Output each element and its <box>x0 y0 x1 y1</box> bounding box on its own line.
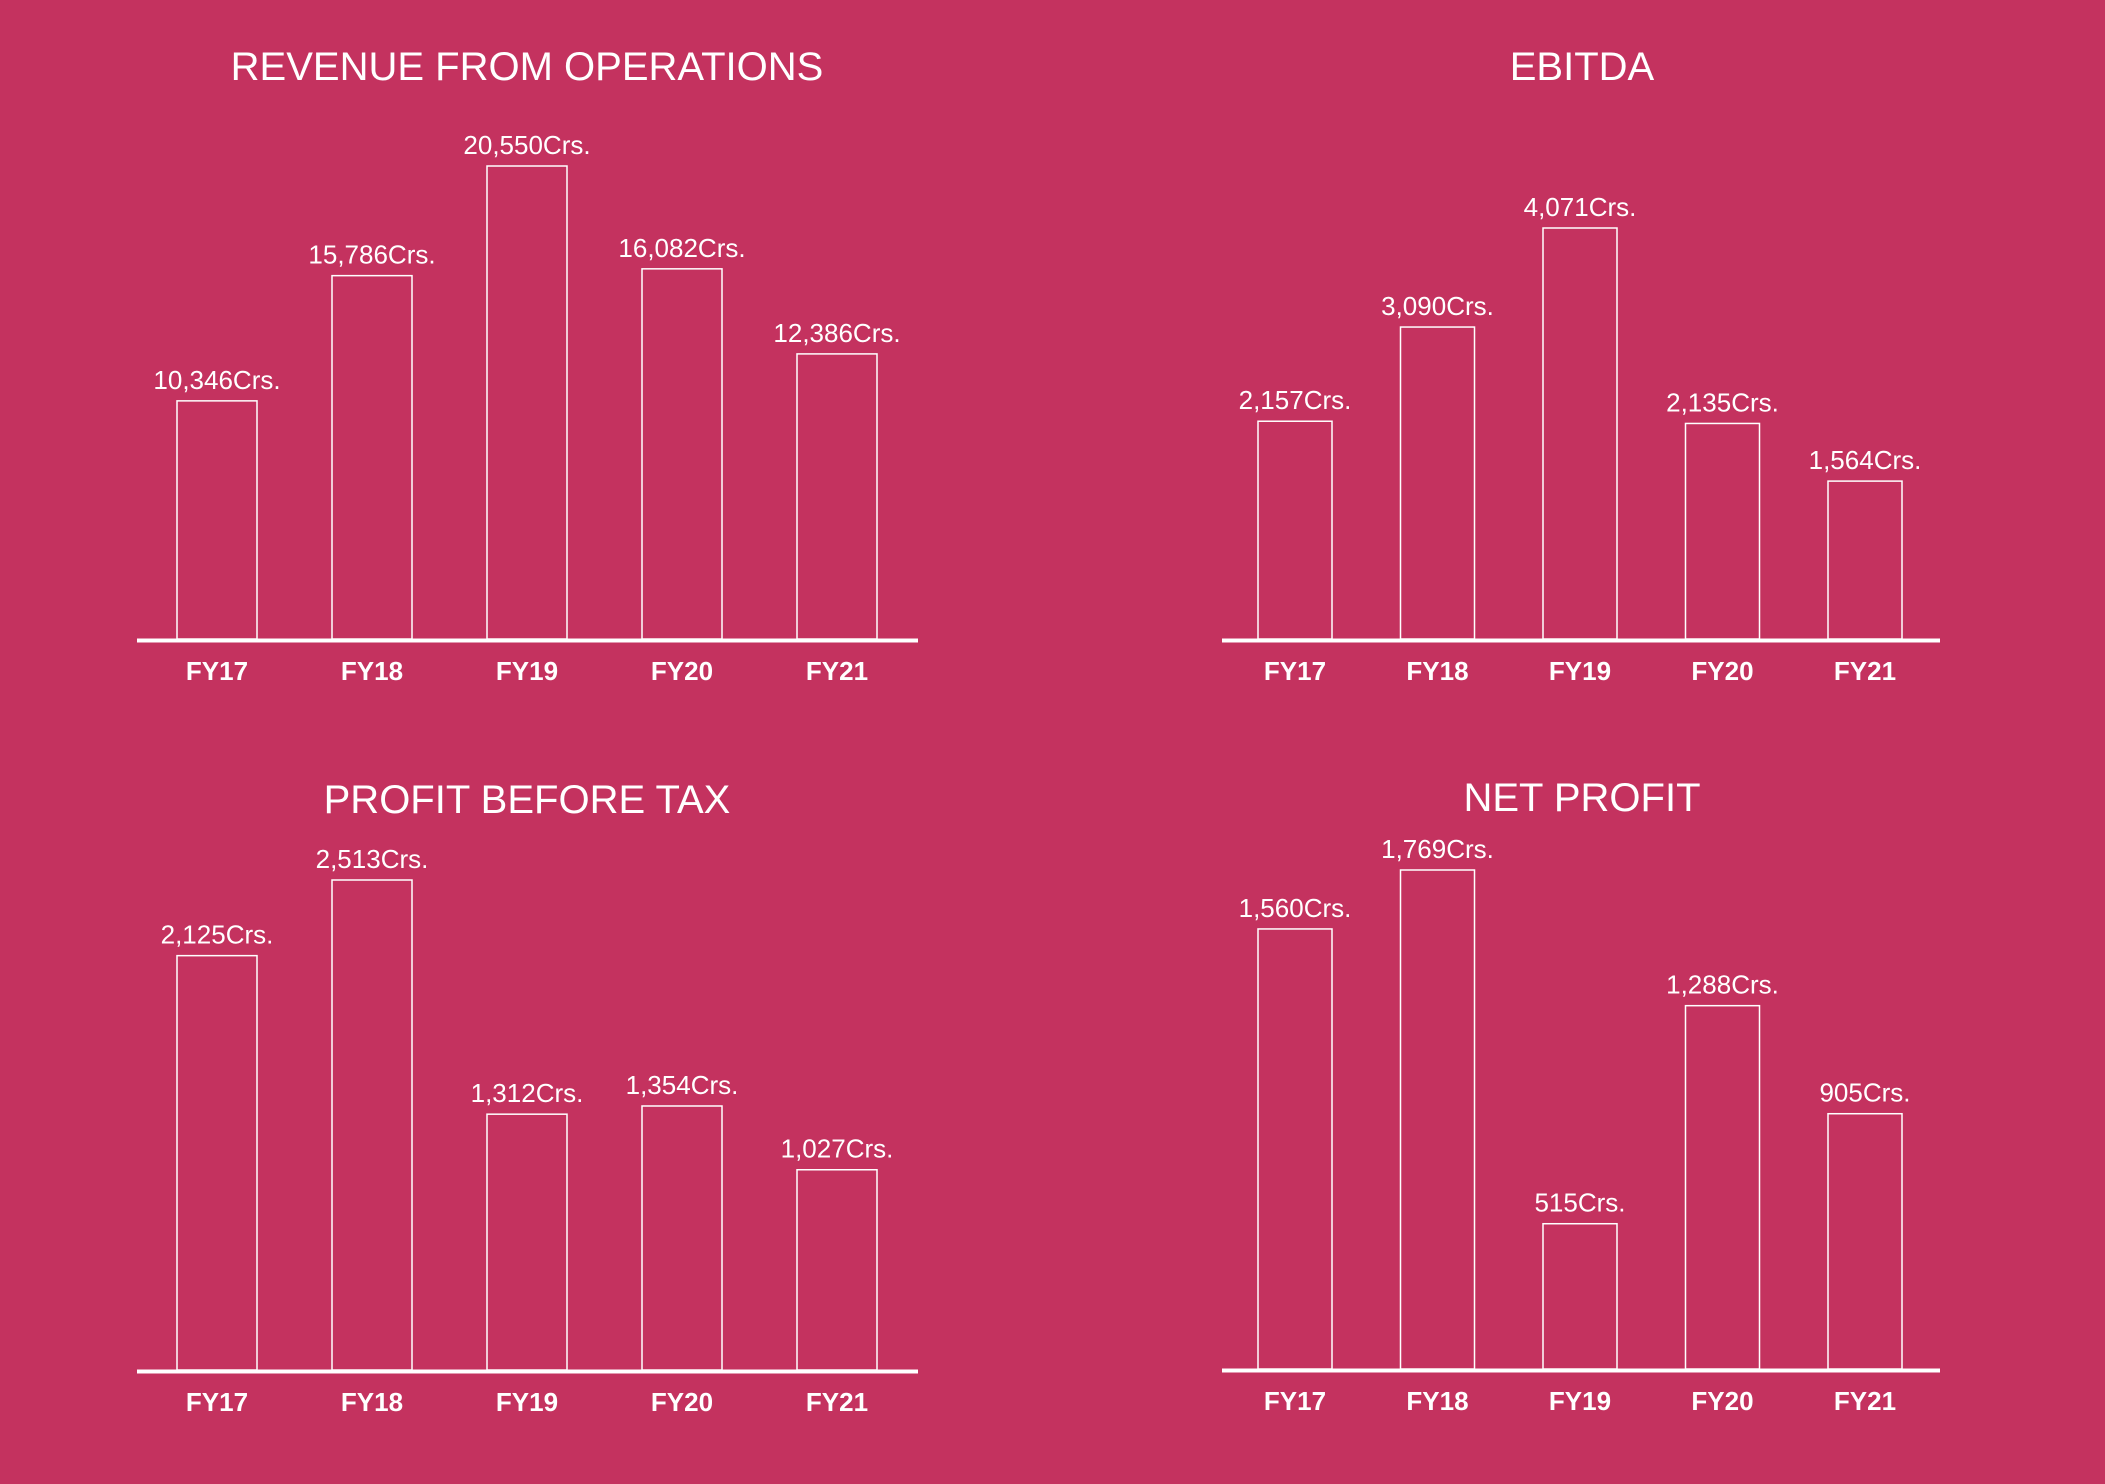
net-profit-bar-chart: NET PROFIT 1,560Crs. FY17 1,769Crs. FY18 515… <box>1222 776 1940 1416</box>
bar-fy18 <box>331 274 413 640</box>
bar-fy17 <box>1257 420 1333 640</box>
value-label-fy21: 905Crs. <box>1819 1078 1910 1108</box>
category-label-fy20: FY20 <box>1691 1386 1753 1416</box>
bars-group: 2,125Crs. FY17 2,513Crs. FY18 1,312Crs. FY19 1… <box>137 844 918 1417</box>
bar-fy19 <box>486 165 568 640</box>
value-label-fy20: 1,288Crs. <box>1666 970 1779 1000</box>
bar-fy20 <box>641 1105 723 1371</box>
value-label-fy20: 2,135Crs. <box>1666 387 1779 417</box>
net-profit-chart-panel: NET PROFIT 1,560Crs. FY17 1,769Crs. FY18 515… <box>1052 742 2104 1484</box>
revenue-chart-panel: REVENUE FROM OPERATIONS 10,346Crs. FY17 15… <box>0 0 1052 742</box>
bar-fy19 <box>1542 1222 1618 1370</box>
value-label-fy18: 2,513Crs. <box>316 844 429 874</box>
value-label-fy19: 515Crs. <box>1534 1188 1625 1218</box>
profit-before-tax-bar-chart: PROFIT BEFORE TAX 2,125Crs. FY17 2,513Crs.… <box>137 778 918 1417</box>
bar-fy21 <box>1827 480 1903 640</box>
bar-fy21 <box>796 353 878 640</box>
value-label-fy17: 10,346Crs. <box>153 365 280 395</box>
category-label-fy21: FY21 <box>1834 1386 1896 1416</box>
bar-fy17 <box>176 400 258 640</box>
chart-title: NET PROFIT <box>1463 776 1700 820</box>
value-label-fy19: 20,550Crs. <box>463 130 590 160</box>
bar-fy17 <box>176 954 258 1371</box>
value-label-fy18: 1,769Crs. <box>1381 834 1494 864</box>
chart-title: REVENUE FROM OPERATIONS <box>231 45 824 89</box>
value-label-fy20: 16,082Crs. <box>618 233 745 263</box>
category-label-fy17: FY17 <box>186 1387 248 1417</box>
value-label-fy21: 1,027Crs. <box>781 1134 894 1164</box>
pbt-chart-panel: PROFIT BEFORE TAX 2,125Crs. FY17 2,513Crs.… <box>0 742 1052 1484</box>
chart-title: EBITDA <box>1510 45 1655 89</box>
bars-group: 1,560Crs. FY17 1,769Crs. FY18 515Crs. FY19 1,2… <box>1222 834 1940 1416</box>
bar-fy18 <box>1399 326 1476 640</box>
bar-fy20 <box>641 268 723 640</box>
category-label-fy21: FY21 <box>806 1387 868 1417</box>
category-label-fy20: FY20 <box>651 1387 713 1417</box>
revenue-bar-chart: REVENUE FROM OPERATIONS 10,346Crs. FY17 15… <box>137 45 918 686</box>
category-label-fy20: FY20 <box>1691 656 1753 686</box>
bars-group: 2,157Crs. FY17 3,090Crs. FY18 4,071Crs. FY19 2… <box>1222 192 1940 686</box>
category-label-fy21: FY21 <box>806 656 868 686</box>
category-label-fy17: FY17 <box>186 656 248 686</box>
value-label-fy17: 1,560Crs. <box>1239 893 1352 923</box>
category-label-fy17: FY17 <box>1264 656 1326 686</box>
bar-fy19 <box>486 1113 568 1371</box>
bars-group: 10,346Crs. FY17 15,786Crs. FY18 20,550Crs. FY… <box>137 130 918 686</box>
category-label-fy18: FY18 <box>341 656 403 686</box>
category-label-fy18: FY18 <box>1406 656 1468 686</box>
value-label-fy19: 4,071Crs. <box>1524 192 1637 222</box>
category-label-fy18: FY18 <box>1406 1386 1468 1416</box>
value-label-fy19: 1,312Crs. <box>471 1078 584 1108</box>
bar-fy20 <box>1684 1004 1761 1370</box>
value-label-fy17: 2,157Crs. <box>1239 385 1352 415</box>
value-label-fy21: 1,564Crs. <box>1809 445 1922 475</box>
category-label-fy19: FY19 <box>1549 656 1611 686</box>
category-label-fy19: FY19 <box>1549 1386 1611 1416</box>
category-label-fy21: FY21 <box>1834 656 1896 686</box>
bar-fy21 <box>796 1168 878 1371</box>
bar-fy20 <box>1684 422 1761 640</box>
ebitda-chart-panel: EBITDA 2,157Crs. FY17 3,090Crs. FY18 4,071Cr… <box>1052 0 2104 742</box>
category-label-fy19: FY19 <box>496 656 558 686</box>
category-label-fy17: FY17 <box>1264 1386 1326 1416</box>
bar-fy18 <box>1399 869 1476 1370</box>
ebitda-bar-chart: EBITDA 2,157Crs. FY17 3,090Crs. FY18 4,071Cr… <box>1222 45 1940 686</box>
value-label-fy17: 2,125Crs. <box>161 920 274 950</box>
bar-fy17 <box>1257 928 1333 1370</box>
category-label-fy20: FY20 <box>651 656 713 686</box>
value-label-fy20: 1,354Crs. <box>626 1070 739 1100</box>
category-label-fy18: FY18 <box>341 1387 403 1417</box>
value-label-fy18: 3,090Crs. <box>1381 291 1494 321</box>
bar-fy19 <box>1542 227 1618 640</box>
category-label-fy19: FY19 <box>496 1387 558 1417</box>
value-label-fy21: 12,386Crs. <box>773 318 900 348</box>
value-label-fy18: 15,786Crs. <box>308 240 435 270</box>
bar-fy21 <box>1827 1112 1903 1370</box>
bar-fy18 <box>331 879 413 1371</box>
chart-title: PROFIT BEFORE TAX <box>324 778 731 822</box>
